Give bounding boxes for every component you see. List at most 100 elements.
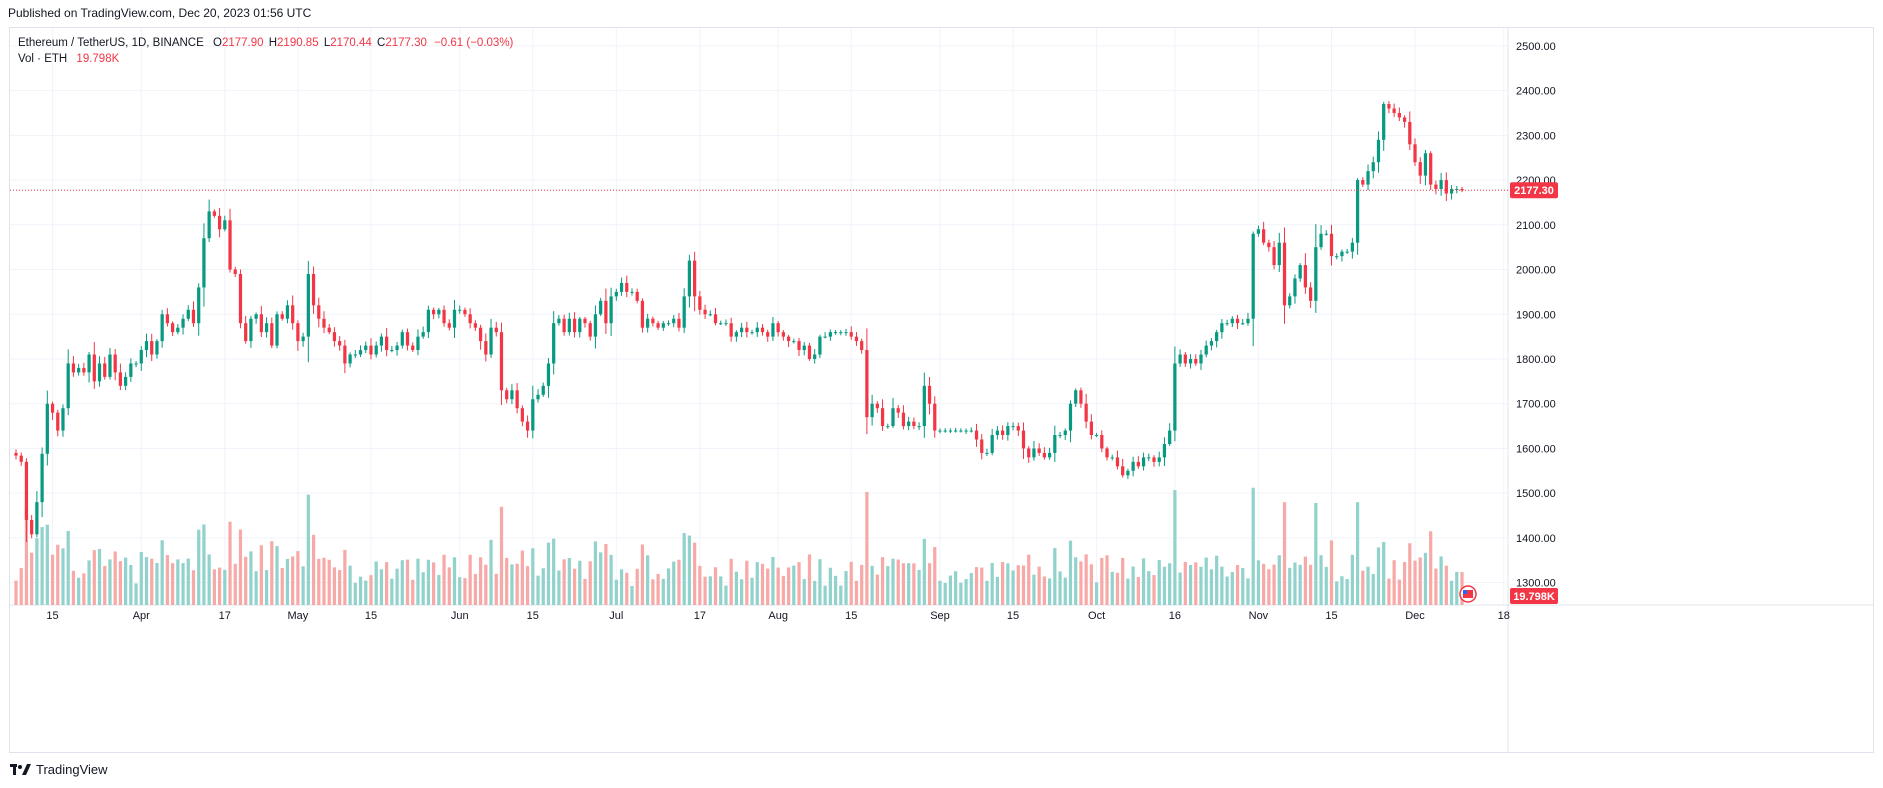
candle	[520, 405, 524, 427]
last-price-badge	[1510, 182, 1558, 199]
candle	[583, 316, 587, 328]
volume-bar	[343, 549, 347, 605]
volume-bar	[729, 558, 733, 605]
volume-bar	[186, 558, 190, 605]
volume-bar	[285, 558, 290, 605]
volume-bar	[275, 546, 279, 605]
candle-body	[1074, 390, 1078, 404]
volume-bar	[385, 562, 389, 605]
candle	[1084, 393, 1088, 429]
candle	[802, 342, 806, 356]
volume-bar	[1382, 541, 1386, 605]
volume-bar	[745, 560, 749, 605]
candle	[1350, 237, 1354, 259]
candle	[35, 491, 39, 538]
candle-body	[651, 318, 655, 324]
candle	[144, 333, 149, 358]
volume-bar	[499, 506, 504, 605]
candle-body	[1121, 466, 1125, 476]
candle-body	[724, 323, 728, 325]
volume-bar	[1418, 557, 1422, 605]
candle	[1345, 248, 1349, 254]
volume-bar	[379, 569, 384, 605]
candle	[275, 311, 279, 349]
candle-body	[1209, 341, 1214, 346]
volume-bar	[907, 563, 911, 605]
volume-bar	[431, 562, 436, 605]
candle-body	[505, 390, 509, 400]
candle-body	[510, 390, 514, 400]
volume-bar	[1094, 582, 1099, 605]
volume-bar	[1350, 554, 1354, 605]
price-tick-label: 1400.00	[1516, 533, 1556, 545]
candle-body	[891, 408, 895, 427]
candle-body	[150, 341, 154, 355]
symbol-label[interactable]: Ethereum / TetherUS, 1D, BINANCE	[18, 37, 204, 49]
volume-bar	[1230, 572, 1234, 605]
volume-bar	[40, 527, 44, 605]
candle-body	[144, 341, 149, 351]
candle	[1215, 329, 1219, 348]
price-tick-label: 2000.00	[1516, 265, 1556, 277]
volume-bar	[687, 535, 692, 605]
candle-body	[1319, 233, 1323, 248]
candle-body	[447, 323, 451, 328]
candle-body	[1204, 345, 1208, 355]
candle	[385, 328, 389, 357]
candle-body	[56, 412, 60, 431]
volume-bar	[1199, 566, 1203, 605]
candle-body	[682, 296, 686, 328]
chart-frame[interactable]	[9, 27, 1874, 753]
volume-bar	[875, 574, 879, 605]
candle	[964, 428, 968, 434]
candle	[71, 355, 76, 377]
candle	[933, 396, 937, 438]
tradingview-logo[interactable]: TradingView	[10, 762, 108, 777]
candle	[264, 317, 269, 338]
candle	[1152, 455, 1156, 467]
candle	[541, 382, 545, 397]
candle-body	[124, 376, 128, 386]
candle-body	[807, 345, 812, 359]
candle-body	[374, 345, 378, 355]
candle-body	[1027, 448, 1031, 458]
candle-body	[458, 309, 462, 311]
candle-body	[593, 314, 598, 337]
volume-bar	[536, 575, 540, 605]
candle-body	[604, 300, 608, 324]
candle	[108, 347, 112, 380]
candle-body	[1429, 153, 1433, 185]
volume-bar	[160, 540, 164, 605]
candle	[92, 342, 96, 389]
volume-bar	[849, 561, 853, 605]
candle	[1329, 224, 1334, 266]
candle	[1016, 422, 1020, 437]
volume-bar	[1251, 487, 1255, 605]
candle	[1429, 151, 1433, 190]
candle-body	[1350, 242, 1354, 252]
candle-body	[849, 332, 853, 337]
candle	[1361, 177, 1365, 187]
volume-bar	[1194, 562, 1198, 605]
candle-body	[739, 327, 744, 333]
candle-body	[103, 363, 107, 377]
volume-bar	[1126, 578, 1130, 605]
candle	[1376, 131, 1381, 173]
candle-body	[1241, 323, 1245, 325]
candle-body	[301, 336, 305, 342]
volume-bar	[833, 575, 838, 605]
legend-row-ohlc: Ethereum / TetherUS, 1D, BINANCE O2177.9…	[18, 35, 513, 51]
candle	[1319, 225, 1323, 250]
candle-body	[212, 211, 216, 216]
candle	[865, 328, 869, 435]
volume-bar	[510, 564, 514, 605]
volume-bar	[771, 556, 775, 605]
candle	[181, 314, 185, 335]
candle-body	[781, 332, 785, 337]
volume-bar	[1246, 578, 1250, 605]
candle	[296, 320, 300, 351]
volume-label[interactable]: Vol · ETH	[18, 53, 68, 65]
candle-body	[1194, 358, 1198, 364]
volume-bar	[484, 564, 488, 605]
